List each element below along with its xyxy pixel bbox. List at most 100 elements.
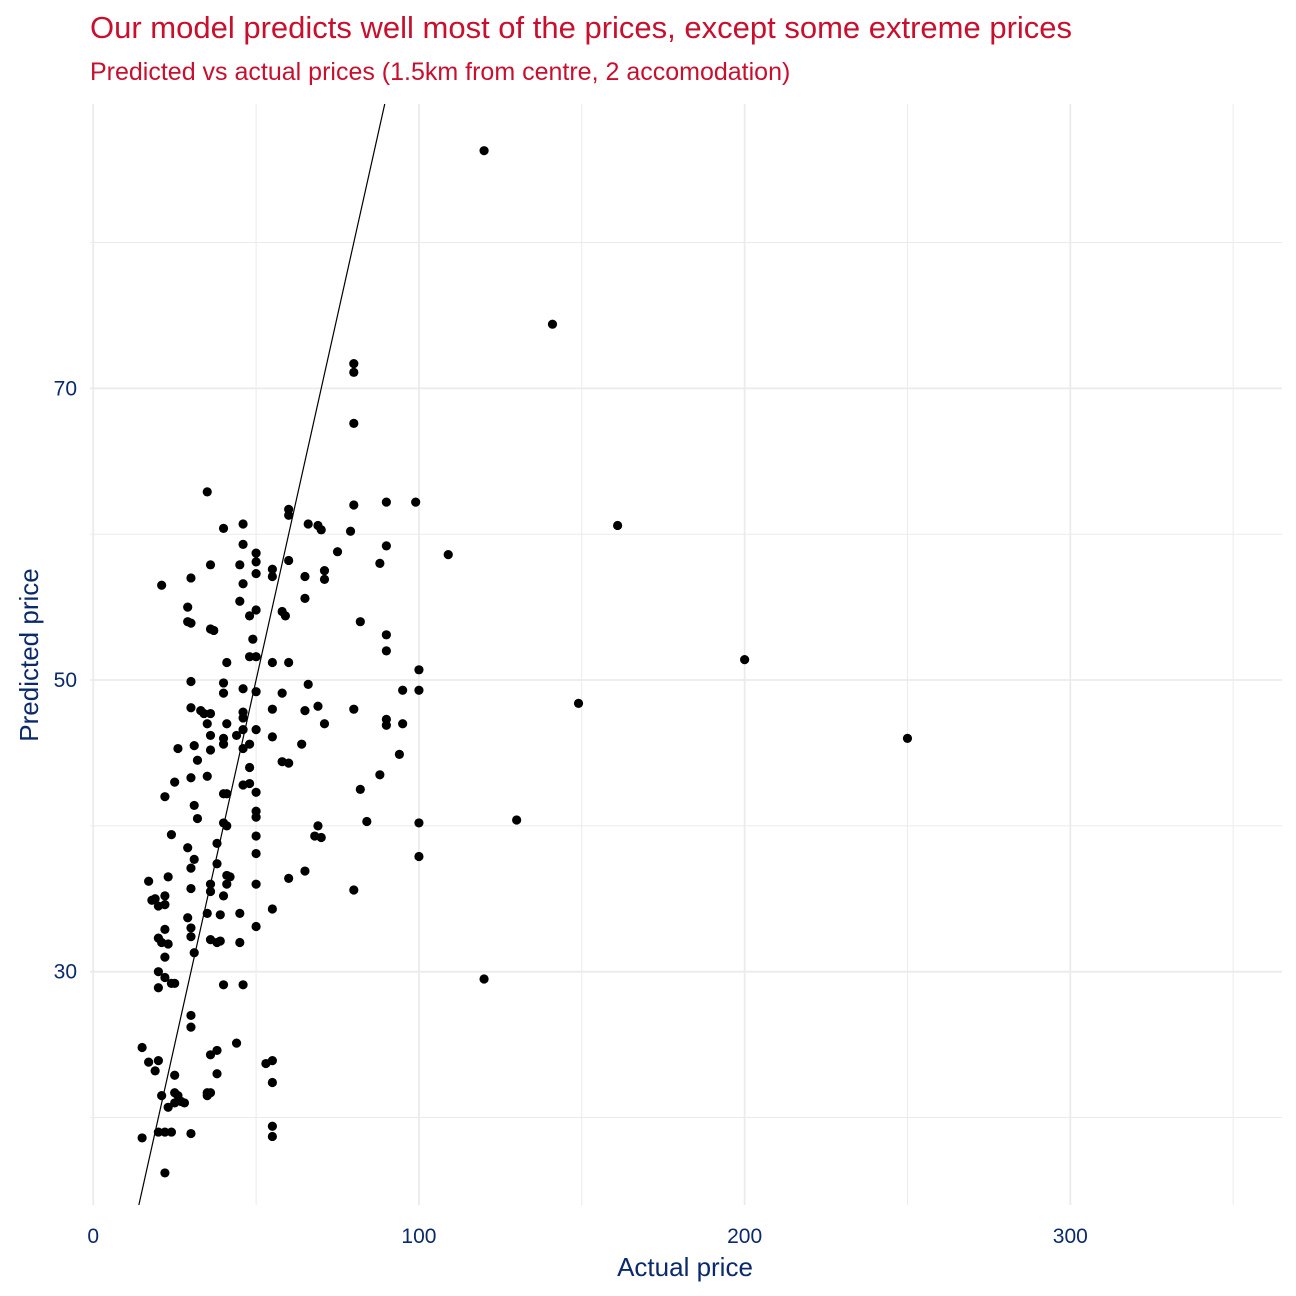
data-point: [153, 1127, 163, 1137]
data-point: [179, 1098, 190, 1108]
data-point: [186, 923, 196, 933]
data-point: [186, 863, 196, 873]
data-point: [267, 904, 277, 914]
data-point: [394, 749, 404, 759]
data-point: [349, 367, 359, 377]
data-point: [202, 719, 212, 729]
data-point: [479, 146, 489, 156]
data-point: [170, 978, 180, 988]
data-point: [212, 1069, 222, 1079]
data-point: [186, 676, 196, 687]
data-point: [300, 866, 310, 876]
data-point: [313, 821, 323, 831]
x-axis-title: Actual price: [617, 1252, 753, 1282]
data-point: [186, 573, 196, 583]
y-axis-title: Predicted price: [14, 568, 44, 741]
data-point: [163, 872, 173, 882]
data-point: [381, 541, 391, 551]
y-tick-label: 50: [54, 669, 77, 692]
data-point: [251, 831, 261, 841]
data-point: [163, 1102, 173, 1112]
data-point: [205, 886, 216, 897]
data-point: [375, 770, 385, 780]
data-point: [349, 358, 359, 369]
data-point: [173, 743, 183, 754]
data-point: [251, 879, 261, 889]
data-point: [267, 657, 277, 668]
data-point: [186, 1128, 196, 1139]
data-point: [205, 560, 216, 570]
data-point: [238, 539, 248, 550]
data-point: [349, 418, 359, 428]
x-tick-label: 100: [401, 1225, 436, 1248]
data-point: [166, 829, 177, 840]
data-point: [202, 771, 212, 781]
data-point: [284, 873, 294, 883]
data-point: [238, 519, 248, 529]
y-axis-ticks: 30 50 70: [54, 377, 77, 983]
data-point: [319, 566, 330, 576]
data-point: [186, 1010, 196, 1021]
identity-line: [138, 103, 386, 1206]
data-point: [183, 617, 193, 627]
major-gridlines: [90, 104, 1282, 1205]
data-point: [251, 652, 261, 662]
data-point: [205, 730, 216, 741]
data-point: [235, 560, 245, 570]
x-tick-label: 0: [87, 1225, 99, 1248]
data-point: [150, 1066, 160, 1076]
x-axis-ticks: 0 100 200 300: [87, 1225, 1087, 1248]
data-point: [235, 937, 245, 948]
data-point: [160, 891, 170, 901]
minor-gridlines: [90, 104, 1282, 1205]
data-point: [267, 1077, 277, 1088]
data-point: [218, 789, 229, 799]
data-point: [362, 816, 372, 827]
data-point: [189, 854, 199, 864]
data-point: [613, 520, 623, 531]
data-point: [205, 708, 216, 719]
data-point: [251, 568, 261, 579]
data-point: [238, 725, 248, 735]
data-point: [212, 937, 222, 948]
y-tick-label: 30: [54, 961, 77, 984]
data-point: [303, 679, 313, 689]
data-point: [547, 319, 558, 329]
data-point: [251, 605, 261, 615]
data-point: [300, 571, 310, 582]
data-point: [381, 630, 391, 640]
data-point: [218, 688, 229, 698]
chart-title: Our model predicts well most of the pric…: [90, 10, 1073, 45]
data-point: [284, 510, 294, 520]
data-point: [186, 883, 196, 894]
data-point: [244, 762, 255, 773]
data-point: [303, 519, 313, 529]
data-point: [166, 1127, 177, 1137]
data-point: [251, 687, 261, 697]
data-point: [192, 755, 203, 765]
data-point: [153, 1056, 163, 1066]
data-point: [202, 487, 212, 497]
data-point: [251, 812, 261, 822]
data-point: [157, 580, 167, 590]
chart-subtitle: Predicted vs actual prices (1.5km from c…: [90, 58, 791, 86]
data-point: [349, 500, 359, 510]
data-point: [261, 1058, 271, 1069]
data-point: [238, 980, 248, 990]
data-point: [414, 665, 424, 675]
data-point: [248, 634, 258, 644]
data-point: [375, 558, 385, 568]
data-point: [381, 720, 391, 730]
data-point: [153, 901, 163, 911]
data-point: [238, 780, 248, 790]
data-point: [170, 777, 180, 787]
x-tick-label: 300: [1053, 1225, 1088, 1248]
data-point: [573, 698, 584, 708]
data-point: [267, 571, 277, 582]
data-point: [205, 1050, 216, 1060]
data-point: [186, 773, 196, 783]
data-point: [902, 733, 913, 743]
data-point: [267, 1131, 277, 1142]
